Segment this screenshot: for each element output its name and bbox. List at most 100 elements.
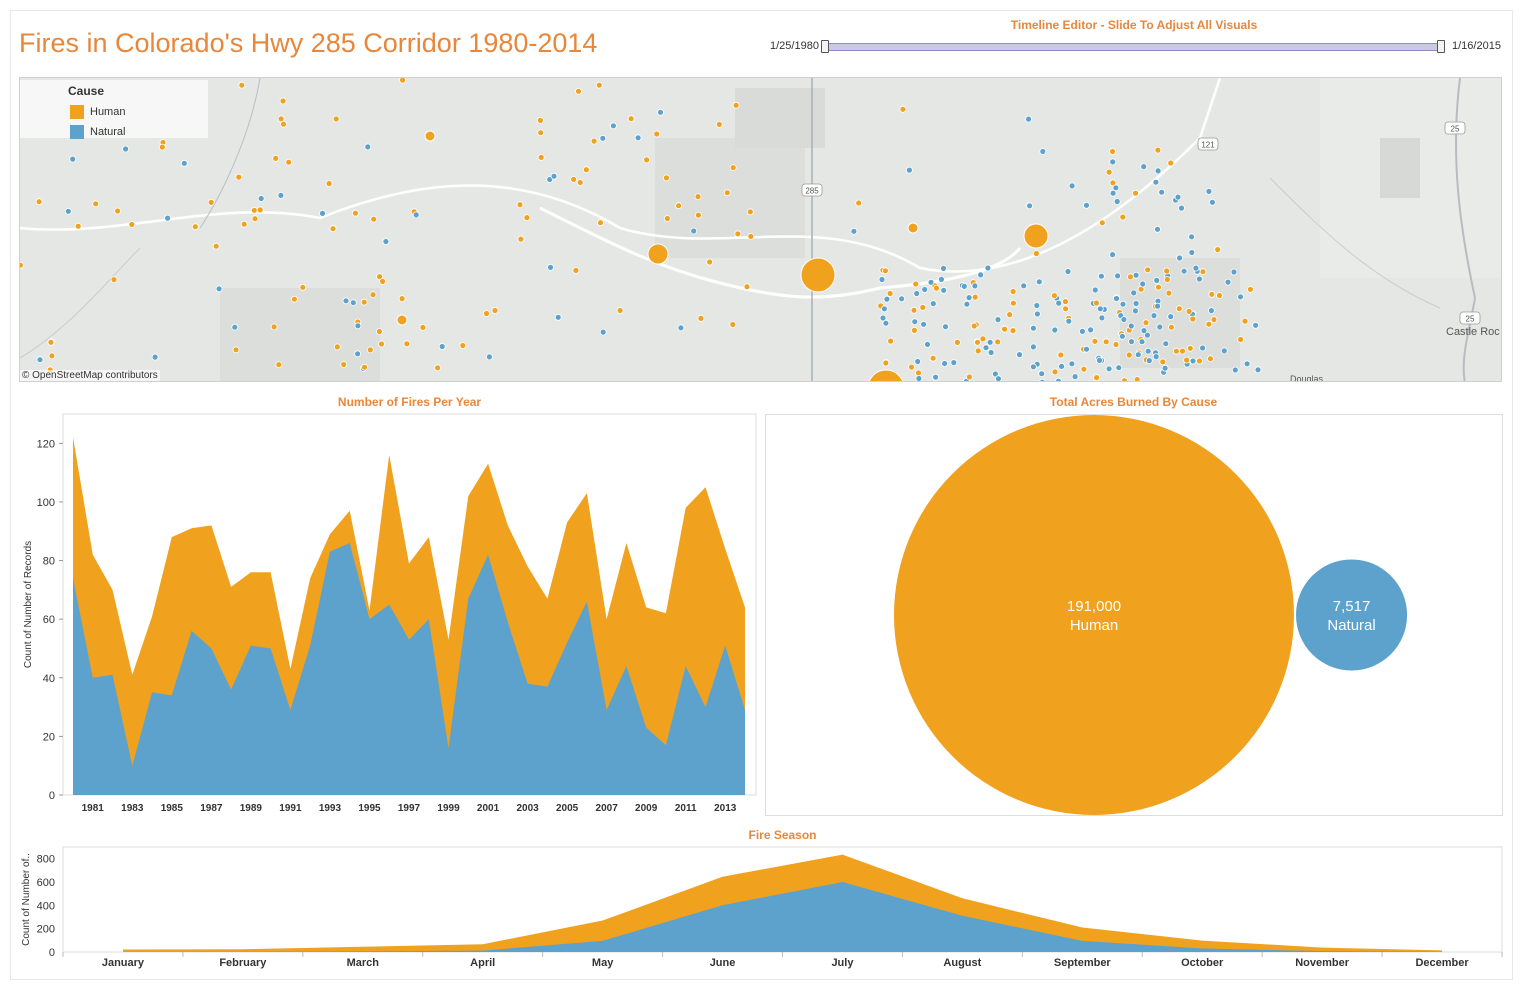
fire-point[interactable] — [48, 352, 56, 360]
fire-point[interactable] — [1140, 163, 1148, 170]
fire-point[interactable] — [1026, 202, 1033, 210]
fire-point[interactable] — [954, 338, 961, 346]
fire-point[interactable] — [1155, 283, 1162, 291]
fire-point[interactable] — [1192, 264, 1200, 272]
fire-point[interactable] — [1068, 360, 1076, 368]
fire-point[interactable] — [1064, 268, 1072, 275]
fire-point[interactable] — [1237, 293, 1244, 301]
fire-point-large[interactable] — [868, 369, 904, 382]
fire-point[interactable] — [1058, 362, 1065, 370]
fire-point[interactable] — [232, 346, 240, 354]
fire-point[interactable] — [114, 207, 121, 215]
fire-point[interactable] — [1109, 189, 1117, 197]
fire-point[interactable] — [158, 143, 166, 151]
fire-point[interactable] — [915, 375, 923, 382]
fire-point[interactable] — [643, 156, 650, 164]
fire-point[interactable] — [663, 174, 670, 182]
fire-point[interactable] — [886, 290, 894, 297]
fire-point[interactable] — [516, 201, 524, 209]
fire-point[interactable] — [1121, 377, 1128, 382]
fire-point[interactable] — [1098, 219, 1106, 227]
fire-point[interactable] — [1109, 251, 1116, 259]
fire-point[interactable] — [1152, 178, 1160, 186]
bubble-human[interactable]: 191,000 Human — [894, 415, 1294, 815]
fire-point[interactable] — [1009, 327, 1017, 335]
fire-point[interactable] — [915, 369, 922, 377]
timeline-end-handle[interactable] — [1437, 40, 1445, 53]
fire-point[interactable] — [1152, 353, 1160, 361]
fire-point[interactable] — [1006, 311, 1013, 319]
fire-point[interactable] — [329, 225, 337, 233]
fire-point[interactable] — [92, 200, 100, 208]
fire-point[interactable] — [940, 286, 948, 294]
fire-point[interactable] — [1112, 184, 1120, 192]
fire-point[interactable] — [878, 276, 886, 283]
fire-point[interactable] — [1188, 233, 1195, 241]
fire-point[interactable] — [340, 361, 348, 368]
fire-point[interactable] — [1096, 356, 1103, 364]
fire-point[interactable] — [1205, 188, 1213, 195]
fire-point[interactable] — [908, 363, 915, 371]
area-series-natural[interactable] — [122, 882, 1443, 952]
fire-point[interactable] — [280, 120, 287, 128]
fire-point[interactable] — [1180, 267, 1188, 275]
fire-point[interactable] — [1199, 268, 1207, 276]
fire-point[interactable] — [1252, 321, 1259, 329]
fire-point[interactable] — [881, 305, 888, 313]
fire-point[interactable] — [1196, 275, 1203, 283]
fire-point[interactable] — [1132, 307, 1139, 315]
fire-point-large[interactable] — [800, 257, 836, 293]
fire-point[interactable] — [970, 322, 978, 330]
fire-point[interactable] — [1113, 198, 1121, 205]
fire-point[interactable] — [1035, 278, 1043, 286]
fire-point[interactable] — [921, 286, 929, 293]
fire-point[interactable] — [1016, 351, 1023, 359]
fire-point[interactable] — [590, 137, 598, 145]
fire-point[interactable] — [1183, 356, 1190, 364]
fire-point[interactable] — [369, 291, 377, 299]
fire-point[interactable] — [938, 275, 945, 283]
fire-point[interactable] — [1071, 373, 1079, 381]
fire-point[interactable] — [899, 105, 907, 113]
fire-point[interactable] — [971, 293, 979, 301]
fire-point[interactable] — [1039, 378, 1046, 382]
fire-point[interactable] — [1119, 213, 1127, 221]
fire-point[interactable] — [929, 354, 937, 362]
fire-point[interactable] — [1068, 182, 1076, 190]
fire-point[interactable] — [1174, 193, 1182, 201]
fire-point[interactable] — [994, 338, 1002, 346]
fire-point[interactable] — [855, 199, 863, 207]
fire-point[interactable] — [1114, 272, 1121, 280]
fire-point-large[interactable] — [907, 222, 919, 234]
fire-point[interactable] — [212, 242, 220, 250]
fire-point[interactable] — [963, 300, 971, 308]
fire-point[interactable] — [657, 108, 664, 116]
fire-point[interactable] — [275, 361, 283, 369]
fire-point[interactable] — [342, 297, 350, 305]
fire-point[interactable] — [965, 294, 973, 302]
fire-point[interactable] — [675, 202, 682, 210]
fire-point[interactable] — [1120, 316, 1128, 323]
fire-point[interactable] — [164, 214, 172, 222]
fire-point[interactable] — [664, 215, 671, 222]
fire-point[interactable] — [1173, 347, 1180, 355]
fire-point[interactable] — [399, 78, 406, 84]
fire-point[interactable] — [743, 283, 751, 291]
fire-point-large[interactable] — [396, 314, 408, 326]
fire-point[interactable] — [1083, 345, 1090, 353]
fire-point[interactable] — [986, 338, 994, 346]
fire-point[interactable] — [332, 115, 340, 123]
fire-point[interactable] — [419, 323, 427, 331]
fire-point[interactable] — [914, 358, 922, 365]
fire-point[interactable] — [1154, 225, 1161, 233]
fire-point[interactable] — [1062, 305, 1069, 313]
fire-point[interactable] — [1231, 366, 1239, 374]
fire-point[interactable] — [898, 295, 905, 303]
fire-point[interactable] — [1140, 327, 1148, 335]
acres-burned-chart[interactable]: 191,000 Human 7,517 Natural — [765, 414, 1503, 816]
fire-point[interactable] — [1144, 266, 1152, 274]
fire-point[interactable] — [379, 277, 387, 285]
fire-point[interactable] — [1091, 286, 1099, 294]
fire-point[interactable] — [1154, 167, 1162, 175]
fire-point[interactable] — [677, 324, 685, 332]
